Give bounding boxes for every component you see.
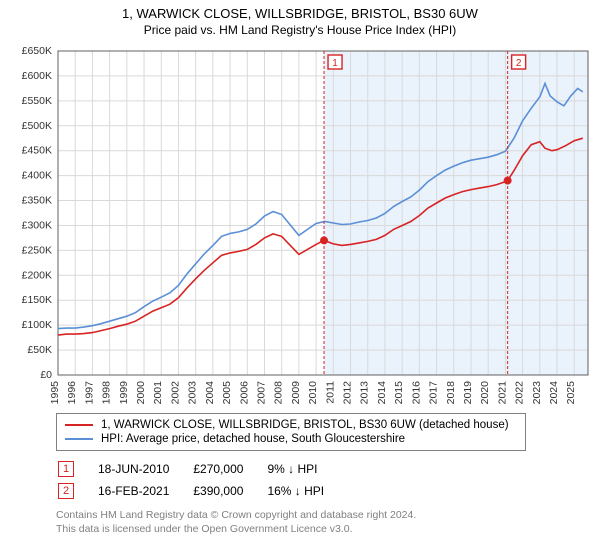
- y-tick-label: £550K: [22, 95, 52, 107]
- legend: 1, WARWICK CLOSE, WILLSBRIDGE, BRISTOL, …: [56, 413, 526, 451]
- y-tick-label: £0: [40, 369, 52, 381]
- x-tick-label: 2020: [479, 381, 491, 405]
- x-tick-label: 2008: [273, 381, 285, 405]
- marker-dot: [504, 177, 512, 185]
- y-tick-label: £250K: [22, 244, 52, 256]
- legend-swatch: [65, 424, 93, 426]
- marker-dot: [320, 236, 328, 244]
- transaction-price: £270,000: [193, 459, 265, 479]
- transaction-delta: 9% ↓ HPI: [267, 459, 346, 479]
- y-tick-label: £100K: [22, 319, 52, 331]
- page-subtitle: Price paid vs. HM Land Registry's House …: [8, 23, 592, 37]
- x-tick-label: 2006: [238, 381, 250, 405]
- shaded-region: [324, 51, 588, 375]
- chart-svg: £0 £50K £100K £150K £200K £250K £300K £350K £400…: [8, 45, 592, 405]
- legend-row: 1, WARWICK CLOSE, WILLSBRIDGE, BRISTOL, …: [65, 418, 517, 432]
- transaction-delta: 16% ↓ HPI: [267, 481, 346, 501]
- footer-line: This data is licensed under the Open Gov…: [56, 523, 592, 537]
- x-tick-label: 2016: [410, 381, 422, 405]
- x-tick-label: 2023: [531, 381, 543, 405]
- y-tick-label: £600K: [22, 70, 52, 82]
- x-tick-label: 1997: [83, 381, 95, 405]
- x-tick-label: 1995: [49, 381, 61, 405]
- y-tick-label: £50K: [27, 344, 52, 356]
- page-title: 1, WARWICK CLOSE, WILLSBRIDGE, BRISTOL, …: [8, 6, 592, 21]
- x-tick-label: 2015: [393, 381, 405, 405]
- x-tick-label: 2003: [187, 381, 199, 405]
- footer-attribution: Contains HM Land Registry data © Crown c…: [56, 509, 592, 536]
- x-tick-label: 2022: [514, 381, 526, 405]
- y-tick-label: £400K: [22, 170, 52, 182]
- x-tick-label: 2013: [359, 381, 371, 405]
- x-tick-label: 2025: [565, 381, 577, 405]
- y-tick-label: £300K: [22, 219, 52, 231]
- legend-row: HPI: Average price, detached house, Sout…: [65, 432, 517, 446]
- legend-swatch: [65, 438, 93, 440]
- footer-line: Contains HM Land Registry data © Crown c…: [56, 509, 592, 523]
- y-tick-label: £650K: [22, 45, 52, 57]
- y-tick-label: £450K: [22, 145, 52, 157]
- transaction-date: 16-FEB-2021: [98, 481, 191, 501]
- x-tick-label: 2014: [376, 381, 388, 405]
- x-tick-label: 2010: [307, 381, 319, 405]
- x-tick-label: 2000: [135, 381, 147, 405]
- table-row: 1 18-JUN-2010£270,0009% ↓ HPI: [58, 459, 346, 479]
- transactions-table: 1 18-JUN-2010£270,0009% ↓ HPI 2 16-FEB-2021…: [56, 457, 348, 503]
- y-tick-label: £500K: [22, 120, 52, 132]
- x-tick-label: 2024: [548, 381, 560, 405]
- marker-badge-label: 2: [516, 58, 522, 69]
- x-tick-label: 1999: [118, 381, 130, 405]
- x-tick-label: 2012: [342, 381, 354, 405]
- x-tick-label: 2011: [324, 381, 336, 404]
- legend-label: 1, WARWICK CLOSE, WILLSBRIDGE, BRISTOL, …: [101, 419, 509, 431]
- x-tick-label: 2009: [290, 381, 302, 405]
- table-row: 2 16-FEB-2021£390,00016% ↓ HPI: [58, 481, 346, 501]
- marker-badge-label: 1: [332, 58, 338, 69]
- x-tick-label: 2018: [445, 381, 457, 405]
- transaction-price: £390,000: [193, 481, 265, 501]
- x-tick-label: 1996: [66, 381, 78, 405]
- y-tick-label: £200K: [22, 269, 52, 281]
- x-tick-label: 2001: [152, 381, 164, 405]
- y-tick-label: £350K: [22, 195, 52, 207]
- transaction-marker: 1: [58, 461, 74, 477]
- transaction-marker: 2: [58, 483, 74, 499]
- x-tick-label: 2002: [169, 381, 181, 405]
- x-tick-label: 2019: [462, 381, 474, 405]
- transaction-date: 18-JUN-2010: [98, 459, 191, 479]
- x-tick-label: 2017: [428, 381, 440, 405]
- x-tick-label: 2007: [255, 381, 267, 405]
- x-tick-label: 2005: [221, 381, 233, 405]
- legend-label: HPI: Average price, detached house, Sout…: [101, 433, 405, 445]
- x-tick-label: 2021: [496, 381, 508, 405]
- price-chart: £0 £50K £100K £150K £200K £250K £300K £350K £400…: [8, 45, 592, 405]
- x-tick-label: 1998: [101, 381, 113, 405]
- x-tick-label: 2004: [204, 381, 216, 405]
- y-tick-label: £150K: [22, 294, 52, 306]
